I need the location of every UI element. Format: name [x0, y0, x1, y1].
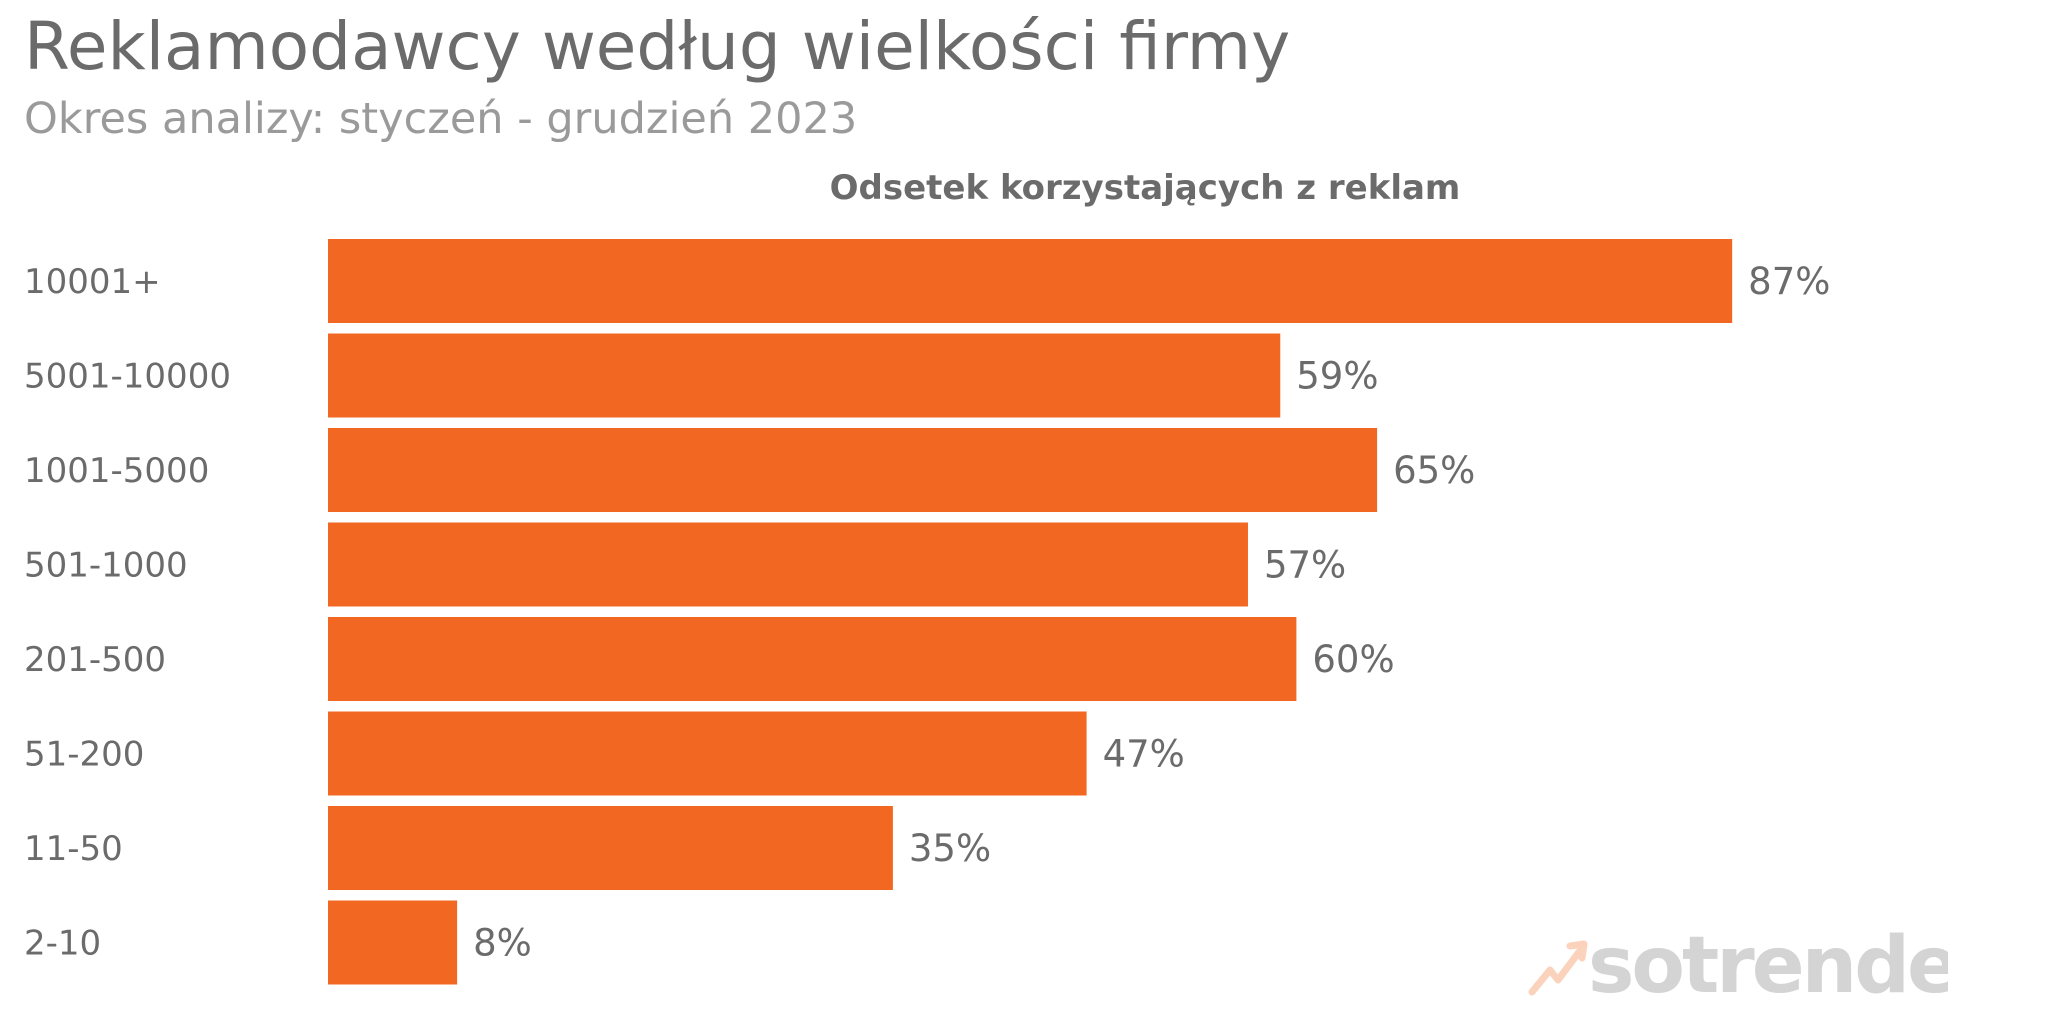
- bar: [328, 900, 458, 985]
- page-subtitle: Okres analizy: styczeń - grudzień 2023: [24, 94, 858, 144]
- value-label: 60%: [1312, 638, 1394, 681]
- page-title: Reklamodawcy według wielkości firmy: [24, 8, 1291, 85]
- category-label: 201-500: [24, 640, 166, 680]
- bar: [328, 711, 1087, 796]
- sotrender-logo: sotrender: [1528, 921, 1948, 1010]
- category-label: 2-10: [24, 924, 101, 964]
- logo-text: sotrender: [1588, 921, 1948, 1010]
- category-label: 1001-5000: [24, 451, 209, 491]
- category-label: 10001+: [24, 262, 161, 302]
- value-label: 87%: [1748, 260, 1830, 303]
- category-label: 11-50: [24, 829, 123, 869]
- bar: [328, 333, 1281, 418]
- value-label: 47%: [1103, 733, 1185, 776]
- bar: [328, 617, 1297, 701]
- chart-title: Odsetek korzystających z reklam: [830, 168, 1461, 208]
- value-label: 57%: [1264, 544, 1346, 587]
- bar: [328, 522, 1248, 607]
- bar: [328, 428, 1378, 512]
- bars-group: 10001+ 87% 5001-10000 59% 1001-5000 65% 501-10…: [24, 239, 1830, 985]
- value-label: 8%: [473, 922, 532, 965]
- value-label: 59%: [1296, 355, 1378, 398]
- category-label: 51-200: [24, 735, 144, 775]
- category-label: 501-1000: [24, 546, 188, 586]
- trend-arrow-icon: [1528, 940, 1588, 996]
- bar: [328, 239, 1733, 323]
- value-label: 65%: [1393, 449, 1475, 492]
- bar: [328, 806, 893, 890]
- value-label: 35%: [909, 827, 991, 870]
- category-label: 5001-10000: [24, 357, 231, 397]
